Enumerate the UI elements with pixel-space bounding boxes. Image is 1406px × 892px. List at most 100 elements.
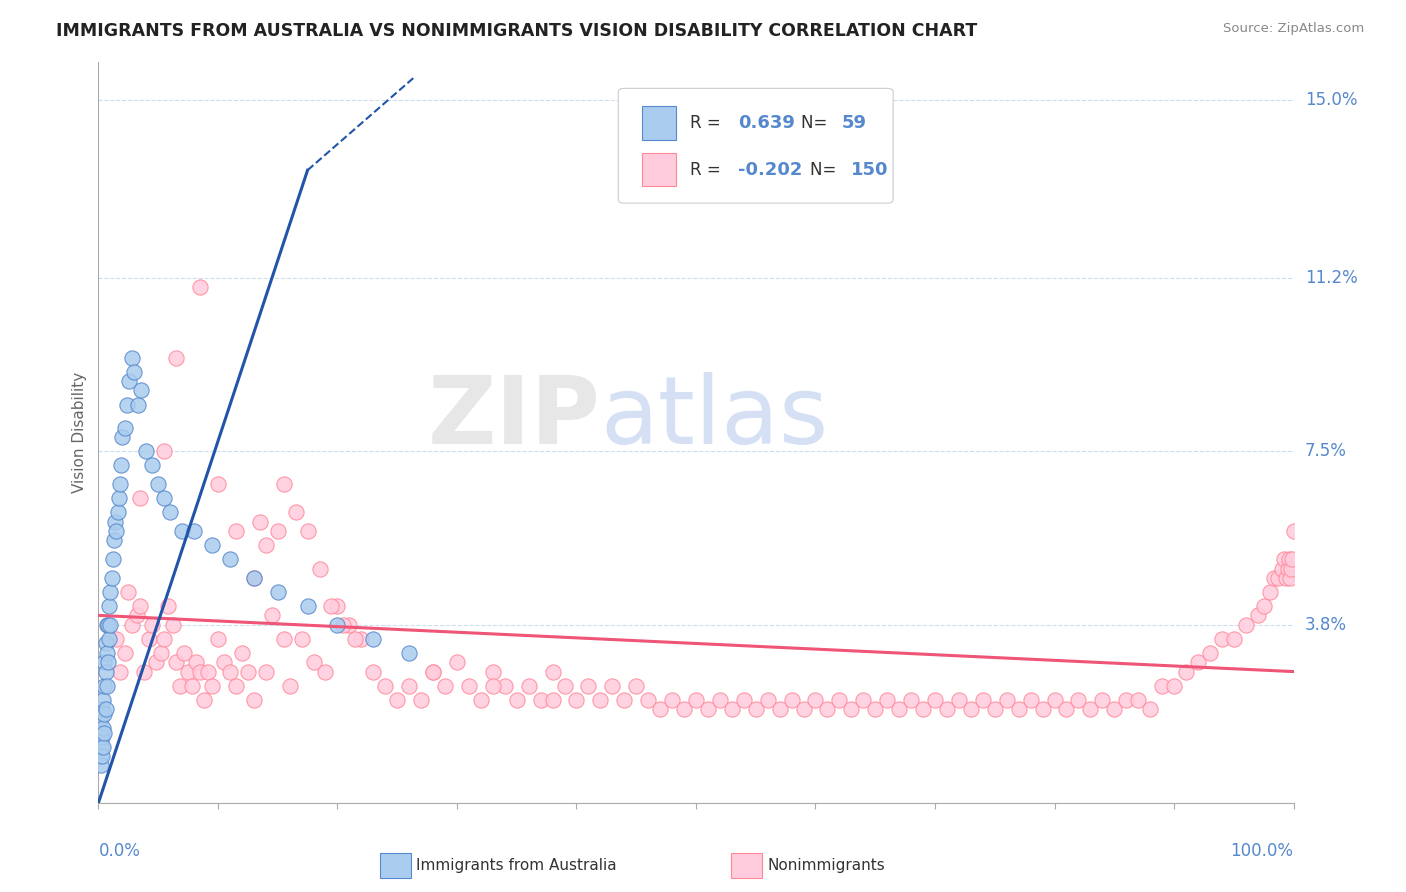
Point — [948, 692, 970, 706]
Point — [188, 280, 211, 294]
Point — [332, 617, 354, 632]
Point — [94, 636, 117, 650]
Point — [219, 552, 242, 566]
Point — [458, 679, 481, 693]
Point — [1080, 702, 1102, 716]
Point — [1279, 561, 1302, 575]
Point — [118, 374, 141, 388]
Text: 15.0%: 15.0% — [1305, 91, 1357, 109]
Point — [1211, 632, 1233, 646]
Text: Immigrants from Australia: Immigrants from Australia — [416, 858, 617, 872]
Point — [89, 748, 111, 763]
Point — [105, 524, 128, 538]
Point — [1128, 692, 1150, 706]
Point — [613, 692, 636, 706]
Point — [1223, 632, 1246, 646]
Point — [103, 533, 125, 548]
Text: R =: R = — [690, 114, 725, 132]
Point — [1258, 585, 1281, 599]
Point — [398, 646, 420, 660]
Point — [1067, 692, 1090, 706]
Point — [721, 702, 744, 716]
Text: N=: N= — [810, 161, 841, 178]
Point — [107, 491, 129, 506]
Point — [149, 646, 172, 660]
Point — [114, 421, 136, 435]
Point — [900, 692, 922, 706]
Point — [169, 679, 191, 693]
Point — [411, 692, 433, 706]
Point — [100, 571, 122, 585]
Point — [321, 599, 343, 613]
Point — [793, 702, 815, 716]
Point — [768, 702, 790, 716]
Point — [733, 692, 755, 706]
Point — [104, 515, 127, 529]
Point — [243, 692, 266, 706]
Text: N=: N= — [801, 114, 832, 132]
Point — [1278, 571, 1301, 585]
Point — [98, 599, 121, 613]
Point — [90, 758, 112, 772]
Y-axis label: Vision Disability: Vision Disability — [72, 372, 87, 493]
Point — [1056, 702, 1078, 716]
Point — [422, 665, 444, 679]
Point — [804, 692, 827, 706]
Point — [1253, 599, 1275, 613]
Point — [1008, 702, 1031, 716]
Point — [1032, 702, 1054, 716]
Text: R =: R = — [690, 161, 725, 178]
Point — [108, 665, 131, 679]
Point — [177, 665, 200, 679]
Point — [554, 679, 576, 693]
Point — [1115, 692, 1137, 706]
Point — [91, 692, 114, 706]
Point — [385, 692, 409, 706]
Point — [159, 505, 181, 519]
Point — [302, 655, 325, 669]
Point — [173, 646, 195, 660]
Point — [110, 458, 132, 473]
Point — [1278, 552, 1301, 566]
Point — [578, 679, 600, 693]
Point — [470, 692, 492, 706]
Point — [153, 444, 176, 458]
Point — [231, 646, 253, 660]
Point — [219, 665, 242, 679]
Point — [93, 679, 115, 693]
Point — [243, 571, 266, 585]
Point — [308, 561, 330, 575]
Point — [267, 524, 290, 538]
Point — [673, 702, 696, 716]
Point — [1271, 561, 1294, 575]
Point — [117, 585, 139, 599]
Point — [127, 397, 149, 411]
Point — [363, 632, 385, 646]
Point — [278, 679, 301, 693]
Point — [201, 538, 224, 552]
Point — [98, 585, 122, 599]
Point — [148, 477, 170, 491]
Text: atlas: atlas — [600, 372, 828, 464]
Point — [96, 617, 118, 632]
Point — [697, 702, 720, 716]
Point — [284, 505, 307, 519]
Point — [91, 739, 114, 754]
Point — [291, 632, 314, 646]
Point — [984, 702, 1007, 716]
Point — [434, 679, 457, 693]
Point — [530, 692, 553, 706]
Point — [1187, 655, 1209, 669]
Point — [326, 617, 349, 632]
Point — [1043, 692, 1066, 706]
Point — [589, 692, 612, 706]
Point — [648, 702, 672, 716]
Text: 100.0%: 100.0% — [1230, 842, 1294, 860]
Point — [1281, 552, 1303, 566]
Point — [339, 617, 361, 632]
Text: Source: ZipAtlas.com: Source: ZipAtlas.com — [1223, 22, 1364, 36]
Point — [135, 444, 157, 458]
Text: -0.202: -0.202 — [738, 161, 803, 178]
Point — [183, 524, 205, 538]
Point — [541, 665, 564, 679]
